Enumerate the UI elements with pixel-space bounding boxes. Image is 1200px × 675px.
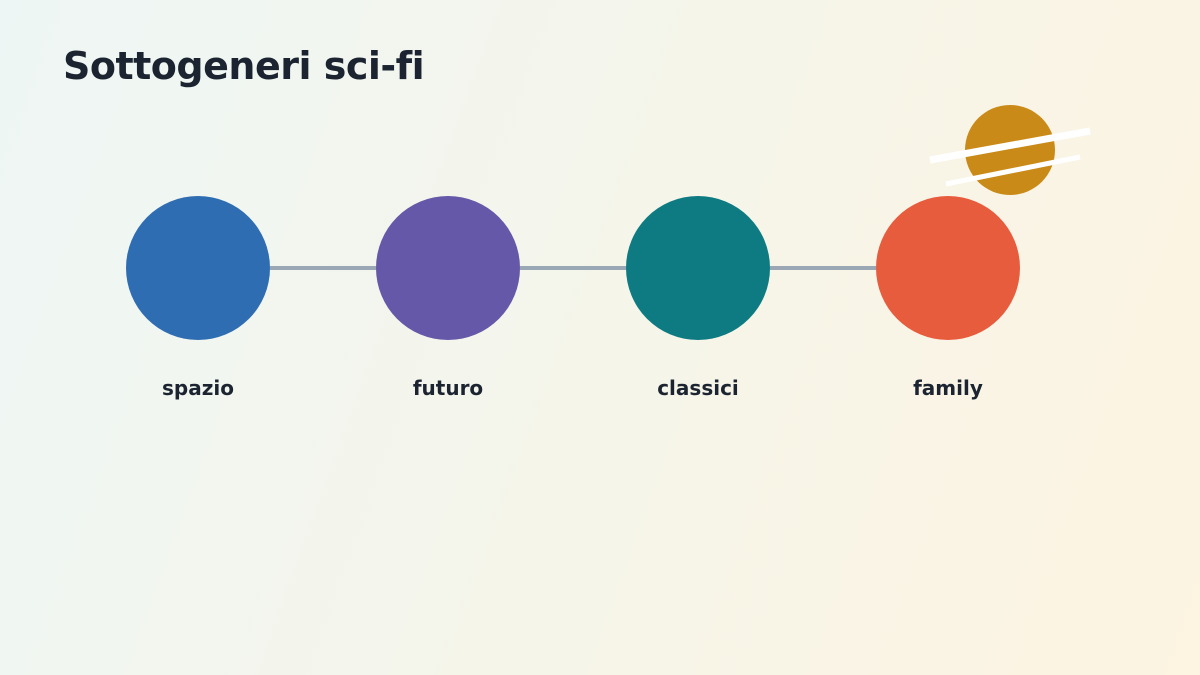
ring — [945, 154, 1081, 187]
title: Sottogeneri sci-fi — [63, 44, 425, 88]
node-circle — [376, 196, 520, 340]
node-label: classici — [657, 376, 739, 400]
planet-icon — [929, 105, 1091, 195]
planet — [965, 105, 1055, 195]
node-label: spazio — [162, 376, 234, 400]
node-label: futuro — [413, 376, 483, 400]
node-circle — [876, 196, 1020, 340]
node-circle — [626, 196, 770, 340]
node-circle — [126, 196, 270, 340]
node-label: family — [913, 376, 983, 400]
ring — [929, 127, 1091, 164]
nodes: spazio futuro classici family — [126, 196, 1020, 400]
